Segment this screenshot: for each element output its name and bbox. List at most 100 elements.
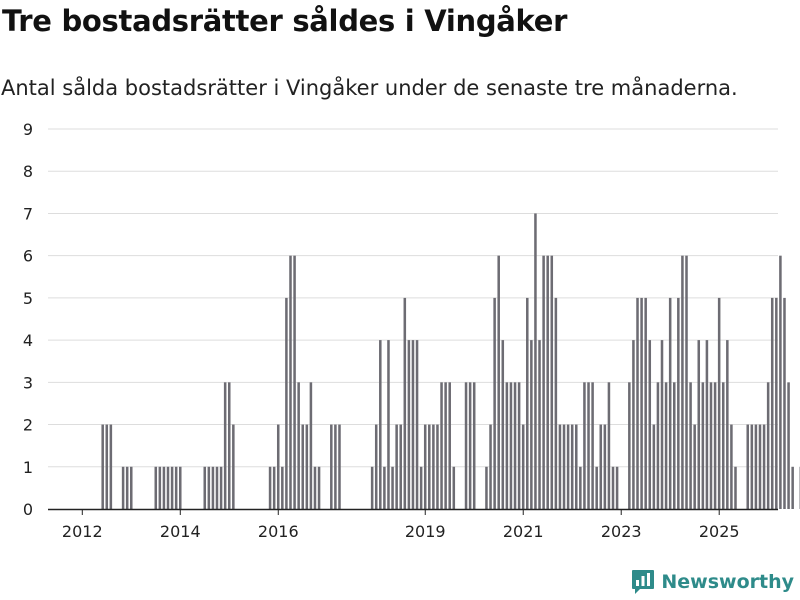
bar <box>538 340 541 509</box>
bar <box>656 382 660 509</box>
bar <box>611 466 615 509</box>
bar <box>615 466 619 509</box>
bar <box>681 255 684 509</box>
bar <box>783 297 786 509</box>
bar <box>632 340 635 509</box>
bar <box>762 424 766 509</box>
x-tick-label: 2025 <box>699 522 740 541</box>
bar <box>787 382 790 509</box>
bar <box>158 466 162 509</box>
bar <box>428 424 431 509</box>
bar <box>750 424 754 509</box>
bar <box>591 382 594 509</box>
bar <box>509 382 513 509</box>
chart-title: Tre bostadsrätter såldes i Vingåker <box>2 4 568 38</box>
bar <box>285 297 288 509</box>
y-tick-label: 5 <box>23 289 33 308</box>
bar <box>130 466 133 509</box>
bar <box>672 382 676 509</box>
bar <box>652 424 656 509</box>
bar <box>162 466 166 509</box>
bar <box>603 424 607 509</box>
bar <box>628 382 631 509</box>
bar <box>713 382 717 509</box>
y-tick-label: 8 <box>23 162 33 181</box>
bar <box>432 424 435 509</box>
bar <box>403 297 407 509</box>
bar <box>697 340 701 509</box>
bar <box>685 255 688 509</box>
brand-name: Newsworthy <box>661 571 794 593</box>
bar <box>370 466 374 509</box>
x-tick-label: 2023 <box>601 522 642 541</box>
bar <box>587 382 590 509</box>
bar <box>501 340 505 509</box>
bar <box>272 466 276 509</box>
bar <box>705 340 709 509</box>
bar <box>489 424 492 509</box>
bar <box>566 424 570 509</box>
bar <box>497 255 500 509</box>
bar <box>583 382 586 509</box>
bar <box>513 382 517 509</box>
bar <box>436 424 439 509</box>
bar <box>726 340 729 509</box>
bar <box>415 340 419 509</box>
bar <box>464 382 468 509</box>
bar <box>423 424 427 509</box>
bar <box>493 297 496 509</box>
bar <box>775 297 778 509</box>
bar <box>554 297 558 509</box>
x-tick-label: 2016 <box>258 522 299 541</box>
bar <box>468 382 472 509</box>
y-tick-label: 2 <box>23 416 33 435</box>
bar <box>599 424 603 509</box>
newsworthy-logo[interactable]: Newsworthy <box>631 569 794 595</box>
bar <box>452 466 456 509</box>
bar <box>546 255 549 509</box>
bar <box>232 424 235 509</box>
bar <box>387 340 390 509</box>
bar <box>399 424 402 509</box>
bar <box>101 424 104 509</box>
bar <box>448 382 451 509</box>
bar <box>121 466 125 509</box>
bar <box>791 466 794 509</box>
y-tick-label: 0 <box>23 500 33 519</box>
bar <box>211 466 215 509</box>
bar <box>154 466 158 509</box>
bar <box>668 297 672 509</box>
bar <box>203 466 207 509</box>
bar <box>542 255 545 509</box>
bar <box>779 255 782 509</box>
bar <box>677 297 680 509</box>
bar <box>607 382 611 509</box>
bar <box>391 466 394 509</box>
x-tick-label: 2012 <box>62 522 103 541</box>
newsworthy-icon <box>632 570 655 594</box>
bar <box>407 340 411 509</box>
y-tick-label: 4 <box>23 331 33 350</box>
bar <box>268 466 272 509</box>
bar <box>530 340 533 509</box>
bar <box>644 297 647 509</box>
bar-chart: 012345678932012201420162019202120232025 <box>23 120 800 541</box>
x-tick-label: 2019 <box>405 522 446 541</box>
bar <box>219 466 223 509</box>
bar <box>689 382 692 509</box>
bar <box>721 382 725 509</box>
bar <box>505 382 509 509</box>
bar <box>383 466 386 509</box>
bar <box>550 255 554 509</box>
bar <box>227 382 231 509</box>
bar <box>534 213 537 509</box>
bar <box>395 424 398 509</box>
bar <box>309 382 313 509</box>
bar <box>558 424 562 509</box>
y-tick-label: 6 <box>23 247 33 266</box>
bar <box>693 424 696 509</box>
y-tick-label: 3 <box>23 373 33 392</box>
x-tick-label: 2014 <box>160 522 201 541</box>
bar <box>701 382 705 509</box>
bar <box>766 382 770 509</box>
